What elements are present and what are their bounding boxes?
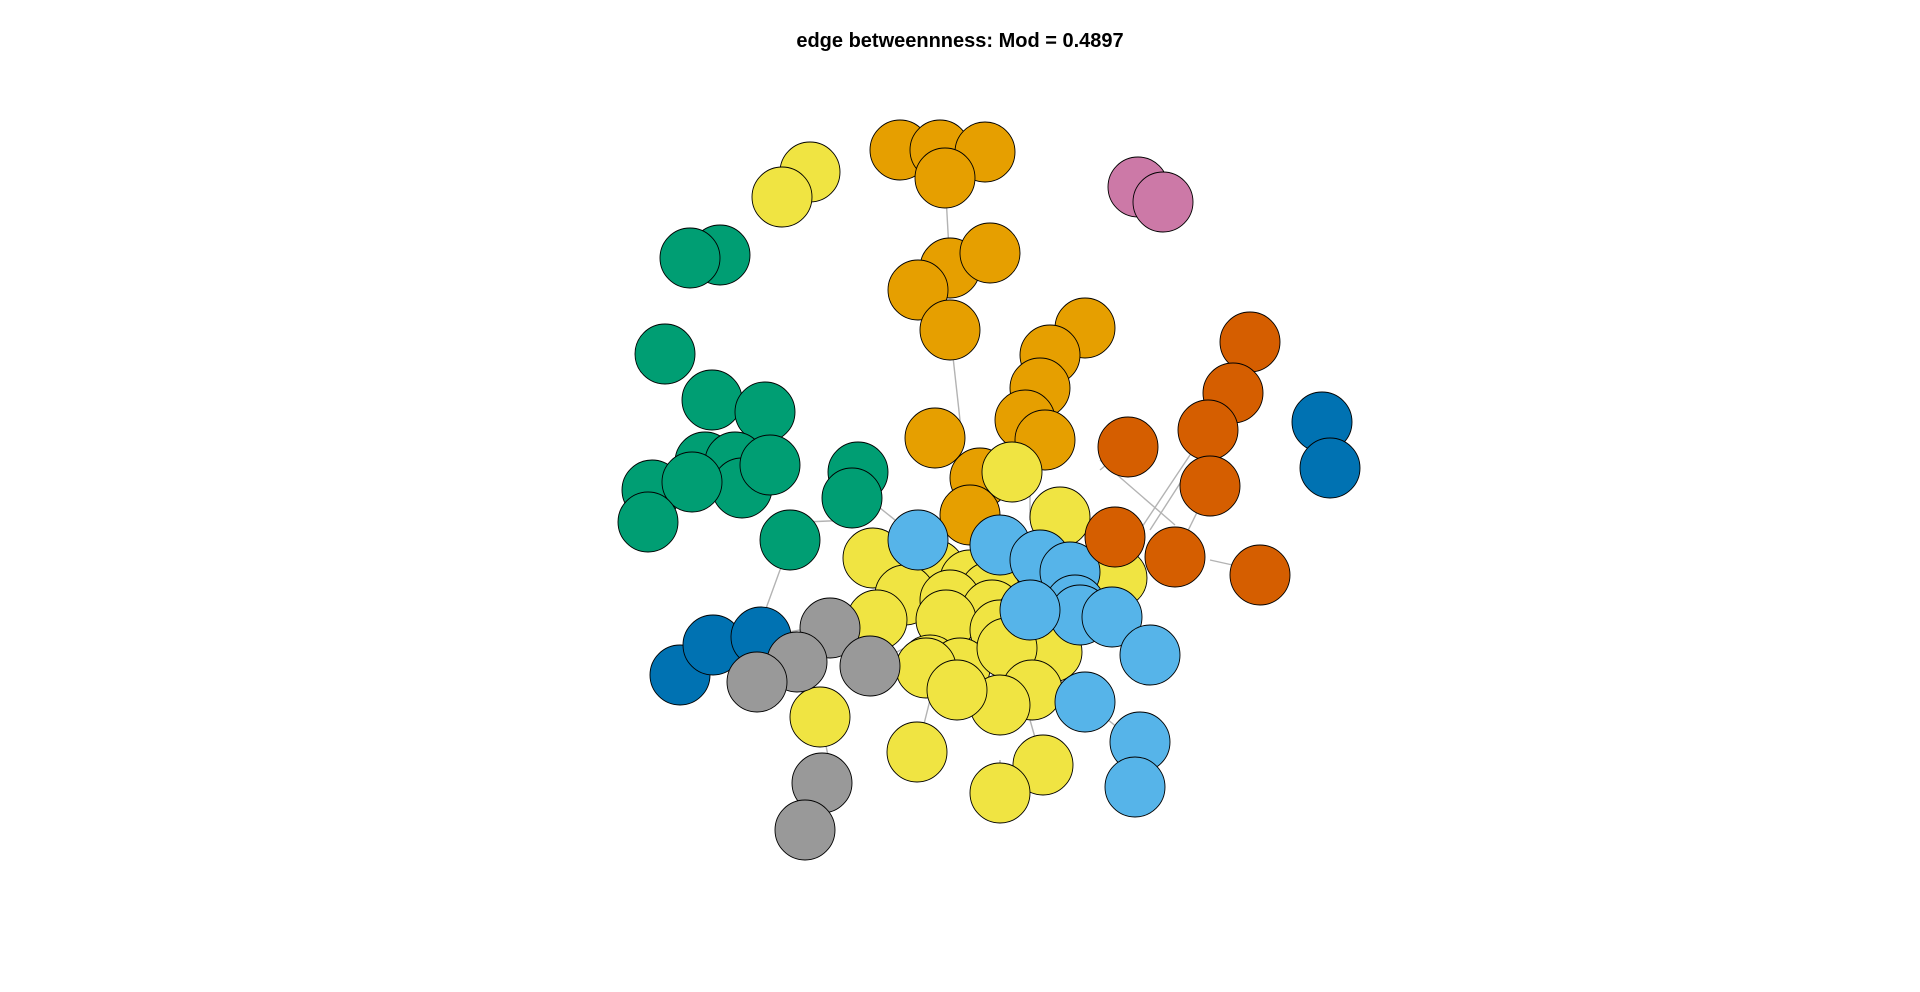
node-sky-67 [1119, 624, 1181, 686]
node-gray-91 [774, 799, 836, 861]
node-orange-20 [959, 222, 1021, 284]
node-sky-68 [1054, 671, 1116, 733]
node-yellow-57 [926, 659, 988, 721]
plot-title: edge betweennness: Mod = 0.4897 [796, 30, 1124, 52]
node-blue-80 [1299, 437, 1361, 499]
node-yellow-32 [751, 166, 813, 228]
node-gray-89 [839, 635, 901, 697]
node-green-10 [661, 451, 723, 513]
node-green-8 [739, 434, 801, 496]
node-yellow-53 [789, 686, 851, 748]
node-sky-59 [887, 509, 949, 571]
node-sky-70 [1104, 756, 1166, 818]
node-orange-28 [904, 407, 966, 469]
edge-10 [1139, 439, 1201, 531]
node-green-13 [759, 509, 821, 571]
node-sky-66 [999, 579, 1061, 641]
node-green-12 [821, 467, 883, 529]
node-vermillion-76 [1084, 506, 1146, 568]
node-green-14 [617, 491, 679, 553]
node-vermillion-75 [1097, 416, 1159, 478]
node-yellow-54 [886, 721, 948, 783]
node-green-1 [659, 227, 721, 289]
node-orange-18 [914, 147, 976, 209]
node-green-2 [634, 323, 696, 385]
node-yellow-33 [981, 441, 1043, 503]
node-green-3 [681, 369, 743, 431]
node-yellow-56 [969, 762, 1031, 824]
node-gray-88 [726, 651, 788, 713]
node-layer [617, 119, 1361, 861]
node-yellow-55 [1012, 734, 1074, 796]
node-pink-85 [1132, 171, 1194, 233]
node-vermillion-73 [1177, 399, 1239, 461]
node-vermillion-77 [1144, 526, 1206, 588]
node-sky-65 [1081, 586, 1143, 648]
node-orange-22 [919, 299, 981, 361]
node-vermillion-78 [1229, 544, 1291, 606]
node-vermillion-74 [1179, 455, 1241, 517]
